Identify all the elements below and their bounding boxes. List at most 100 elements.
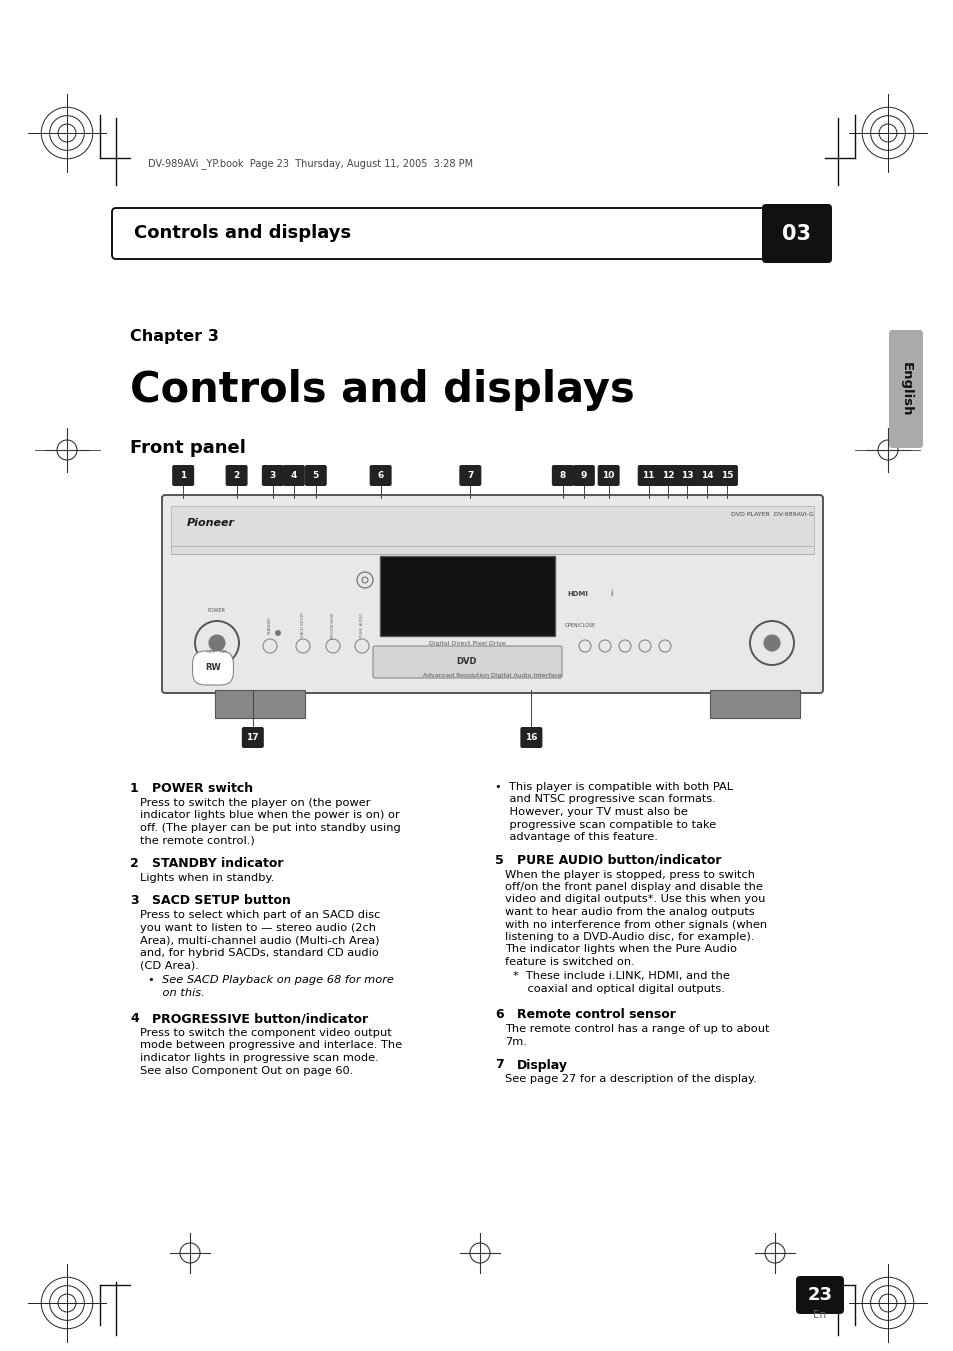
Text: 5: 5 [495, 854, 503, 866]
Text: progressive scan compatible to take: progressive scan compatible to take [495, 820, 716, 830]
Text: 03: 03 [781, 223, 811, 243]
Text: 12: 12 [660, 471, 674, 481]
FancyBboxPatch shape [888, 330, 923, 449]
FancyBboxPatch shape [519, 727, 542, 748]
Text: coaxial and optical digital outputs.: coaxial and optical digital outputs. [513, 984, 724, 994]
Text: SACD SETUP button: SACD SETUP button [152, 894, 291, 908]
Text: on this.: on this. [148, 988, 205, 997]
Text: RW: RW [205, 663, 221, 673]
Circle shape [209, 635, 225, 651]
Bar [214, 690, 305, 717]
FancyBboxPatch shape [551, 465, 574, 486]
Text: PROGRESSIVE button/indicator: PROGRESSIVE button/indicator [152, 1012, 368, 1025]
FancyBboxPatch shape [637, 465, 659, 486]
Text: OFF    ON: OFF ON [207, 650, 227, 654]
Text: 23: 23 [806, 1286, 832, 1304]
Text: 3: 3 [270, 471, 275, 481]
Text: Area), multi-channel audio (Multi-ch Area): Area), multi-channel audio (Multi-ch Are… [140, 935, 379, 946]
FancyBboxPatch shape [572, 465, 595, 486]
Text: want to hear audio from the analog outputs: want to hear audio from the analog outpu… [504, 907, 754, 917]
Text: 1: 1 [130, 782, 138, 794]
Text: off. (The player can be put into standby using: off. (The player can be put into standby… [140, 823, 400, 834]
FancyBboxPatch shape [282, 465, 305, 486]
Text: Press to select which part of an SACD disc: Press to select which part of an SACD di… [140, 911, 380, 920]
Text: i: i [609, 589, 612, 598]
Text: *  These include i.LINK, HDMI, and the: * These include i.LINK, HDMI, and the [513, 971, 729, 981]
Bar [709, 690, 800, 717]
Text: listening to a DVD-Audio disc, for example).: listening to a DVD-Audio disc, for examp… [504, 932, 754, 942]
Circle shape [274, 630, 281, 636]
Text: Remote control sensor: Remote control sensor [517, 1008, 675, 1021]
FancyBboxPatch shape [225, 465, 248, 486]
Text: (CD Area).: (CD Area). [140, 961, 198, 970]
Text: 1: 1 [180, 471, 186, 481]
Circle shape [763, 635, 780, 651]
FancyBboxPatch shape [675, 465, 698, 486]
Text: Digital Direct Pixel Drive: Digital Direct Pixel Drive [428, 640, 505, 646]
Text: En: En [813, 1310, 825, 1320]
Text: See page 27 for a description of the display.: See page 27 for a description of the dis… [504, 1074, 756, 1085]
Text: indicator lights blue when the power is on) or: indicator lights blue when the power is … [140, 811, 399, 820]
Text: 2: 2 [130, 857, 138, 870]
FancyBboxPatch shape [597, 465, 619, 486]
Text: POWER: POWER [208, 608, 226, 612]
Text: STANDBY indicator: STANDBY indicator [152, 857, 283, 870]
Text: 13: 13 [679, 471, 693, 481]
FancyBboxPatch shape [172, 465, 194, 486]
Text: Press to switch the player on (the power: Press to switch the player on (the power [140, 798, 370, 808]
FancyBboxPatch shape [458, 465, 481, 486]
Text: 9: 9 [580, 471, 586, 481]
FancyBboxPatch shape [369, 465, 392, 486]
Text: DVD PLAYER  DV-989AVi-G: DVD PLAYER DV-989AVi-G [731, 512, 813, 516]
FancyBboxPatch shape [715, 465, 738, 486]
Text: •  This player is compatible with both PAL: • This player is compatible with both PA… [495, 782, 732, 792]
FancyBboxPatch shape [795, 1275, 843, 1315]
Text: DV-989AVi _YP.book  Page 23  Thursday, August 11, 2005  3:28 PM: DV-989AVi _YP.book Page 23 Thursday, Aug… [148, 158, 473, 169]
Text: mode between progressive and interlace. The: mode between progressive and interlace. … [140, 1040, 402, 1051]
Text: Advanced Resolution Digital Audio Interface: Advanced Resolution Digital Audio Interf… [422, 673, 560, 677]
Text: feature is switched on.: feature is switched on. [504, 957, 634, 967]
Text: the remote control.): the remote control.) [140, 835, 254, 846]
FancyBboxPatch shape [695, 465, 718, 486]
Text: DVD: DVD [456, 658, 476, 666]
Text: video and digital outputs*. Use this when you: video and digital outputs*. Use this whe… [504, 894, 764, 905]
Text: and NTSC progressive scan formats.: and NTSC progressive scan formats. [495, 794, 715, 804]
FancyBboxPatch shape [656, 465, 679, 486]
Text: 7: 7 [495, 1058, 503, 1071]
Text: 7: 7 [467, 471, 473, 481]
FancyBboxPatch shape [373, 646, 561, 678]
Text: indicator lights in progressive scan mode.: indicator lights in progressive scan mod… [140, 1052, 378, 1063]
Text: HDMI: HDMI [566, 590, 587, 597]
Text: OPEN/CLOSE: OPEN/CLOSE [564, 623, 596, 627]
Text: 3: 3 [130, 894, 138, 908]
Text: off/on the front panel display and disable the: off/on the front panel display and disab… [504, 882, 762, 892]
Text: Controls and displays: Controls and displays [133, 224, 351, 242]
Text: Pioneer: Pioneer [187, 517, 234, 528]
Text: 15: 15 [720, 471, 733, 481]
Text: 4: 4 [130, 1012, 138, 1025]
Text: Press to switch the component video output: Press to switch the component video outp… [140, 1028, 392, 1038]
FancyBboxPatch shape [162, 494, 822, 693]
FancyBboxPatch shape [261, 465, 284, 486]
Text: The remote control has a range of up to about: The remote control has a range of up to … [504, 1024, 769, 1035]
Text: Controls and displays: Controls and displays [130, 369, 634, 411]
Text: The indicator lights when the Pure Audio: The indicator lights when the Pure Audio [504, 944, 737, 955]
FancyBboxPatch shape [112, 208, 783, 259]
Text: 5: 5 [313, 471, 318, 481]
Text: 6: 6 [377, 471, 383, 481]
Text: 11: 11 [641, 471, 655, 481]
FancyBboxPatch shape [304, 465, 327, 486]
Text: 16: 16 [524, 734, 537, 743]
FancyBboxPatch shape [761, 204, 831, 263]
Text: 7m.: 7m. [504, 1038, 526, 1047]
Text: When the player is stopped, press to switch: When the player is stopped, press to swi… [504, 870, 754, 880]
Text: 17: 17 [246, 734, 259, 743]
Text: 10: 10 [602, 471, 614, 481]
Text: STANDBY: STANDBY [268, 616, 272, 634]
Text: 6: 6 [495, 1008, 503, 1021]
Text: with no interference from other signals (when: with no interference from other signals … [504, 920, 766, 929]
Text: See also Component Out on page 60.: See also Component Out on page 60. [140, 1066, 353, 1075]
Text: English: English [899, 362, 911, 416]
Text: •  See SACD Playback on page 68 for more: • See SACD Playback on page 68 for more [148, 975, 394, 985]
Text: Display: Display [517, 1058, 567, 1071]
